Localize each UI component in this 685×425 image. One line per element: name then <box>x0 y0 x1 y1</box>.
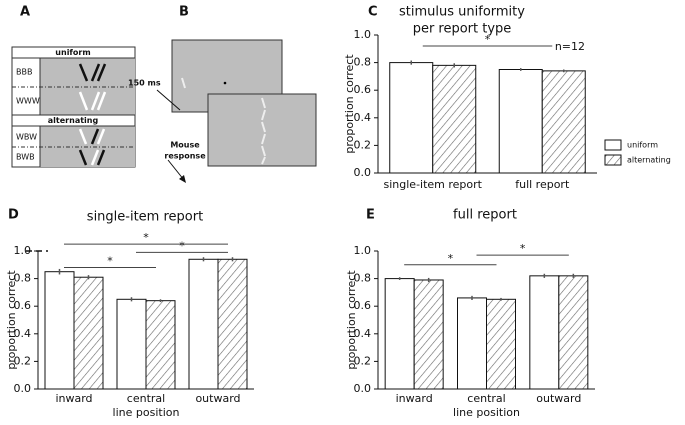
y-tick-label: 1.0 <box>354 244 372 257</box>
legend-label: alternating <box>627 156 671 165</box>
chart-title: single-item report <box>87 210 203 225</box>
panel-label: D <box>8 208 19 223</box>
panel-label: C <box>368 5 378 20</box>
chart-title: stimulus uniformity <box>399 5 525 20</box>
x-tick-label: inward <box>396 392 433 405</box>
y-tick-label: 0.2 <box>354 138 372 151</box>
diagram-a: uniform alternating BBB WWW WBW BWB <box>11 46 136 168</box>
y-tick-label: 0.4 <box>354 111 372 124</box>
y-tick-label: 1.0 <box>14 244 32 257</box>
y-axis-label: proportion correct <box>345 270 358 370</box>
significance-label: * <box>448 252 454 265</box>
arrowhead <box>179 175 186 183</box>
bar <box>217 258 248 390</box>
bar <box>498 69 543 174</box>
y-tick-label: 0.8 <box>354 56 372 69</box>
y-tick-label: 0.8 <box>354 272 372 285</box>
significance-label: * <box>485 33 491 46</box>
response-label: response <box>164 152 206 161</box>
panel-label: A <box>20 5 30 20</box>
panel-label: B <box>179 5 189 20</box>
x-tick-label: outward <box>195 392 240 405</box>
y-tick-label: 0.0 <box>354 382 372 395</box>
y-tick-label: 0.6 <box>14 299 32 312</box>
bar <box>558 275 589 390</box>
row-label: BWB <box>16 153 35 162</box>
legend-swatch <box>604 139 622 151</box>
x-tick-label: full report <box>515 178 570 191</box>
bar <box>44 271 75 390</box>
annotation: n=12 <box>555 40 585 53</box>
x-tick-label: central <box>467 392 505 405</box>
x-axis-label: line position <box>113 406 180 419</box>
x-tick-label: inward <box>55 392 92 405</box>
significance-label: * <box>179 239 185 252</box>
y-axis-label: proportion correct <box>343 54 356 154</box>
row-label: BBB <box>16 68 32 77</box>
row-label: WBW <box>16 133 37 142</box>
x-tick-label: outward <box>536 392 581 405</box>
y-tick-label: 1.0 <box>354 28 372 41</box>
arrow <box>167 159 185 181</box>
bar <box>73 276 104 390</box>
legend-label: uniform <box>627 141 658 150</box>
bar <box>457 297 487 390</box>
y-tick-label: 0.2 <box>354 354 372 367</box>
row-label: WWW <box>16 97 40 106</box>
y-tick-label: 0.6 <box>354 83 372 96</box>
y-tick-label: 0.4 <box>354 327 372 340</box>
bar <box>389 62 434 174</box>
bar <box>145 300 176 390</box>
significance-label: * <box>520 242 526 255</box>
delay-label: 150 ms <box>128 79 161 88</box>
y-tick-label: 0.4 <box>14 327 32 340</box>
x-tick-label: single-item report <box>384 178 483 191</box>
x-tick-label: central <box>127 392 165 405</box>
y-axis-label: proportion correct <box>5 270 18 370</box>
response-label: Mouse <box>170 141 200 150</box>
y-tick-label: 0.8 <box>14 272 32 285</box>
bar <box>116 298 147 390</box>
row-header: alternating <box>48 116 99 125</box>
bar <box>541 70 586 174</box>
significance-label: * <box>107 255 113 268</box>
y-tick-label: 0.6 <box>354 299 372 312</box>
row-header: uniform <box>55 48 90 57</box>
significance-label: * <box>143 231 149 244</box>
arrow <box>156 89 181 111</box>
diagram-b: 150 ms Mouse response <box>128 39 317 183</box>
chart-title: per report type <box>413 22 512 37</box>
panel-label: E <box>366 208 375 223</box>
chart-title: full report <box>453 208 517 223</box>
screen <box>207 93 317 167</box>
x-axis-label: line position <box>453 406 520 419</box>
bar <box>188 258 219 390</box>
y-tick-label: 0.0 <box>354 166 372 179</box>
bar <box>486 298 516 390</box>
y-tick-label: 0.0 <box>14 382 32 395</box>
bar <box>413 279 444 390</box>
bar <box>432 64 477 174</box>
y-tick-label: 0.2 <box>14 354 32 367</box>
legend-swatch <box>604 154 622 166</box>
bar <box>529 275 560 390</box>
bar <box>384 278 415 390</box>
